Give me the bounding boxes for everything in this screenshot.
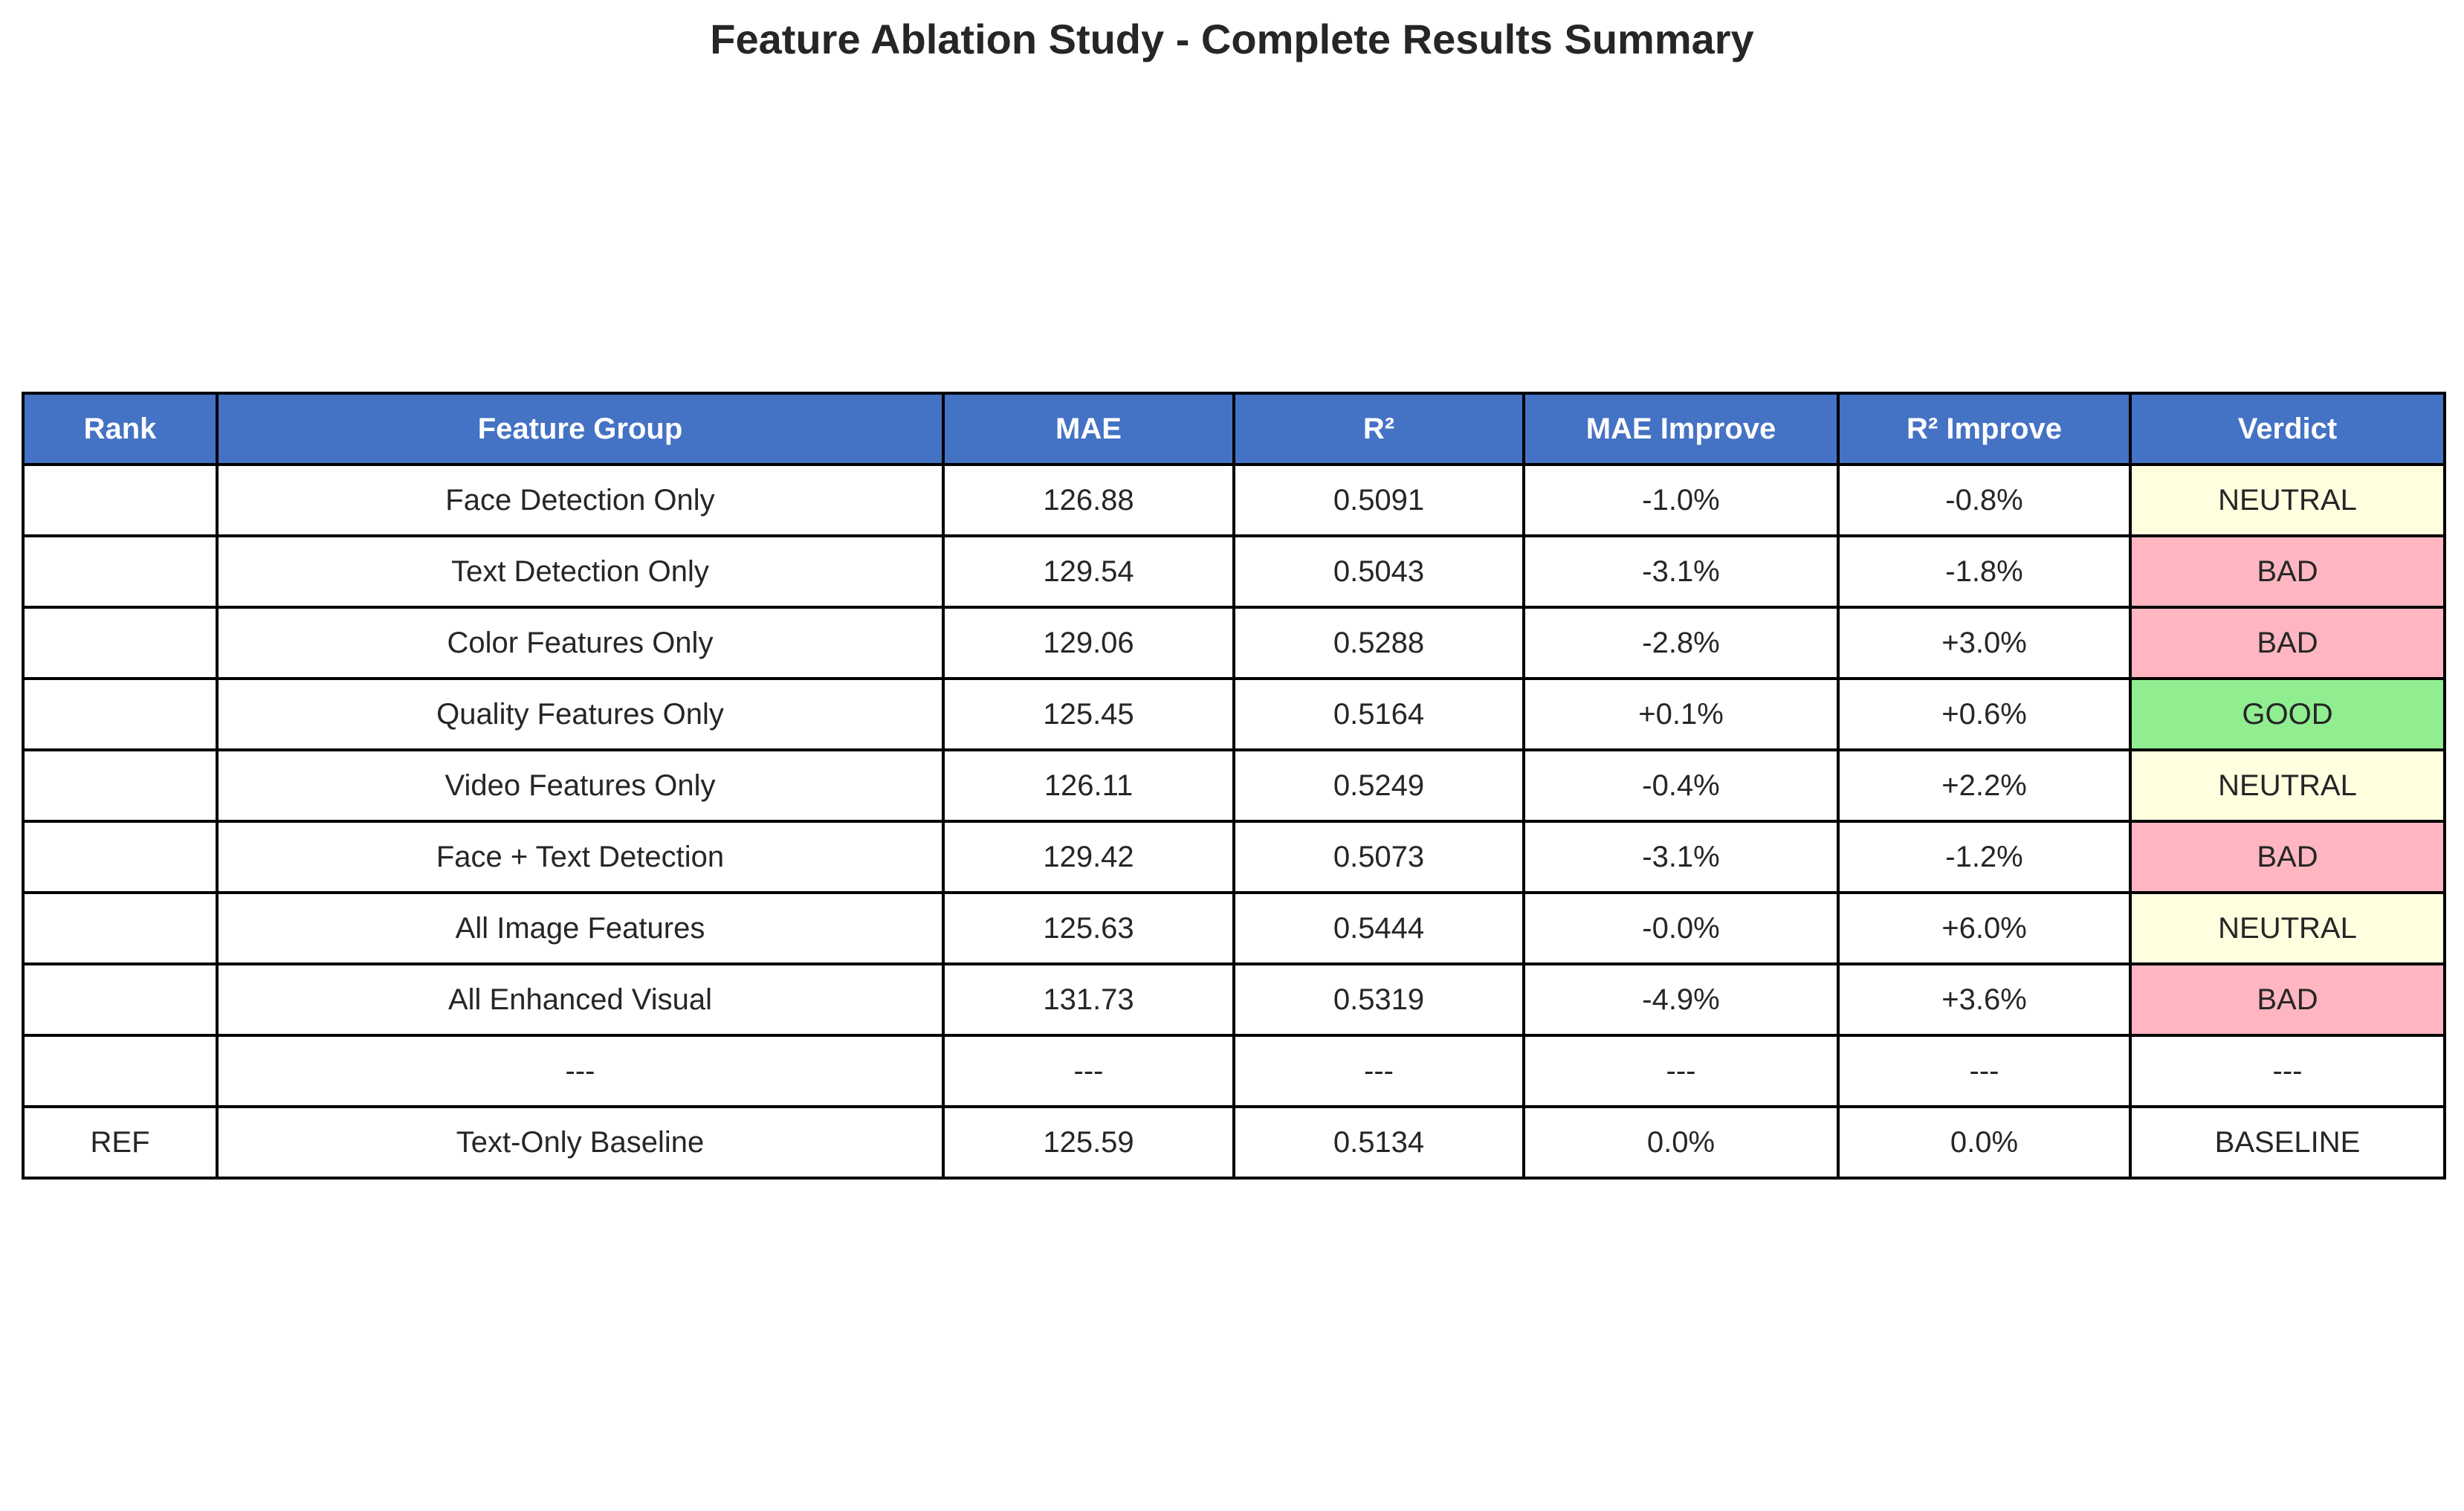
table-row: Text Detection Only 129.54 0.5043 -3.1% … xyxy=(22,534,2446,609)
cell-rank xyxy=(22,606,219,680)
cell-r2-improve: +3.0% xyxy=(1837,606,2132,680)
cell-mae-improve: -2.8% xyxy=(1522,606,1840,680)
cell-feature-group: --- xyxy=(216,1034,945,1108)
cell-verdict: --- xyxy=(2129,1034,2446,1108)
cell-mae: 125.59 xyxy=(942,1105,1235,1180)
cell-feature-group: Face Detection Only xyxy=(216,463,945,537)
cell-feature-group: Quality Features Only xyxy=(216,677,945,751)
cell-r2: 0.5043 xyxy=(1232,534,1525,609)
cell-r2-improve: +6.0% xyxy=(1837,891,2132,965)
cell-mae-improve: -1.0% xyxy=(1522,463,1840,537)
cell-r2-improve: +2.2% xyxy=(1837,748,2132,823)
cell-feature-group: All Image Features xyxy=(216,891,945,965)
results-table: Rank Feature Group MAE R² MAE Improve R²… xyxy=(22,392,2446,1180)
cell-verdict: BAD xyxy=(2129,962,2446,1037)
header-verdict: Verdict xyxy=(2129,392,2446,466)
cell-r2-improve: -1.2% xyxy=(1837,820,2132,894)
cell-feature-group: Text-Only Baseline xyxy=(216,1105,945,1180)
cell-mae: 125.45 xyxy=(942,677,1235,751)
cell-rank xyxy=(22,534,219,609)
cell-r2: 0.5164 xyxy=(1232,677,1525,751)
cell-verdict: GOOD xyxy=(2129,677,2446,751)
header-r2-improve: R² Improve xyxy=(1837,392,2132,466)
table-row: Video Features Only 126.11 0.5249 -0.4% … xyxy=(22,748,2446,823)
cell-r2-improve: -0.8% xyxy=(1837,463,2132,537)
header-mae: MAE xyxy=(942,392,1235,466)
header-feature-group: Feature Group xyxy=(216,392,945,466)
cell-r2: --- xyxy=(1232,1034,1525,1108)
table-header-row: Rank Feature Group MAE R² MAE Improve R²… xyxy=(22,392,2446,466)
cell-verdict: BAD xyxy=(2129,606,2446,680)
cell-mae-improve: -3.1% xyxy=(1522,534,1840,609)
cell-rank xyxy=(22,463,219,537)
cell-verdict: NEUTRAL xyxy=(2129,463,2446,537)
header-r2: R² xyxy=(1232,392,1525,466)
cell-mae: 129.54 xyxy=(942,534,1235,609)
cell-mae-improve: -4.9% xyxy=(1522,962,1840,1037)
cell-mae: 129.06 xyxy=(942,606,1235,680)
cell-r2: 0.5073 xyxy=(1232,820,1525,894)
cell-r2: 0.5288 xyxy=(1232,606,1525,680)
chart-title: Feature Ablation Study - Complete Result… xyxy=(710,16,1754,62)
cell-mae-improve: -0.0% xyxy=(1522,891,1840,965)
header-mae-improve: MAE Improve xyxy=(1522,392,1840,466)
table-row: All Enhanced Visual 131.73 0.5319 -4.9% … xyxy=(22,962,2446,1037)
cell-mae: 131.73 xyxy=(942,962,1235,1037)
cell-mae-improve: -0.4% xyxy=(1522,748,1840,823)
cell-mae: --- xyxy=(942,1034,1235,1108)
cell-r2-improve: --- xyxy=(1837,1034,2132,1108)
cell-r2: 0.5444 xyxy=(1232,891,1525,965)
cell-r2-improve: +0.6% xyxy=(1837,677,2132,751)
cell-r2: 0.5319 xyxy=(1232,962,1525,1037)
cell-feature-group: All Enhanced Visual xyxy=(216,962,945,1037)
table-row: Face + Text Detection 129.42 0.5073 -3.1… xyxy=(22,820,2446,894)
cell-mae-improve: -3.1% xyxy=(1522,820,1840,894)
cell-rank xyxy=(22,748,219,823)
cell-rank xyxy=(22,677,219,751)
cell-mae-improve: +0.1% xyxy=(1522,677,1840,751)
cell-verdict: NEUTRAL xyxy=(2129,748,2446,823)
cell-rank xyxy=(22,820,219,894)
table-row-reference: REF Text-Only Baseline 125.59 0.5134 0.0… xyxy=(22,1105,2446,1180)
table-row: Color Features Only 129.06 0.5288 -2.8% … xyxy=(22,606,2446,680)
cell-mae: 126.88 xyxy=(942,463,1235,537)
cell-mae-improve: --- xyxy=(1522,1034,1840,1108)
cell-verdict: NEUTRAL xyxy=(2129,891,2446,965)
cell-feature-group: Text Detection Only xyxy=(216,534,945,609)
cell-verdict: BAD xyxy=(2129,820,2446,894)
cell-r2-improve: -1.8% xyxy=(1837,534,2132,609)
cell-mae: 129.42 xyxy=(942,820,1235,894)
cell-rank xyxy=(22,1034,219,1108)
table-row-separator: --- --- --- --- --- --- xyxy=(22,1034,2446,1108)
table-row: All Image Features 125.63 0.5444 -0.0% +… xyxy=(22,891,2446,965)
cell-verdict: BASELINE xyxy=(2129,1105,2446,1180)
cell-r2-improve: +3.6% xyxy=(1837,962,2132,1037)
cell-mae: 125.63 xyxy=(942,891,1235,965)
cell-mae-improve: 0.0% xyxy=(1522,1105,1840,1180)
cell-rank xyxy=(22,891,219,965)
table-row: Quality Features Only 125.45 0.5164 +0.1… xyxy=(22,677,2446,751)
header-rank: Rank xyxy=(22,392,219,466)
cell-r2: 0.5134 xyxy=(1232,1105,1525,1180)
cell-verdict: BAD xyxy=(2129,534,2446,609)
cell-feature-group: Video Features Only xyxy=(216,748,945,823)
cell-rank xyxy=(22,962,219,1037)
cell-r2-improve: 0.0% xyxy=(1837,1105,2132,1180)
cell-rank: REF xyxy=(22,1105,219,1180)
cell-feature-group: Face + Text Detection xyxy=(216,820,945,894)
cell-feature-group: Color Features Only xyxy=(216,606,945,680)
table-row: Face Detection Only 126.88 0.5091 -1.0% … xyxy=(22,463,2446,537)
cell-r2: 0.5249 xyxy=(1232,748,1525,823)
cell-mae: 126.11 xyxy=(942,748,1235,823)
cell-r2: 0.5091 xyxy=(1232,463,1525,537)
